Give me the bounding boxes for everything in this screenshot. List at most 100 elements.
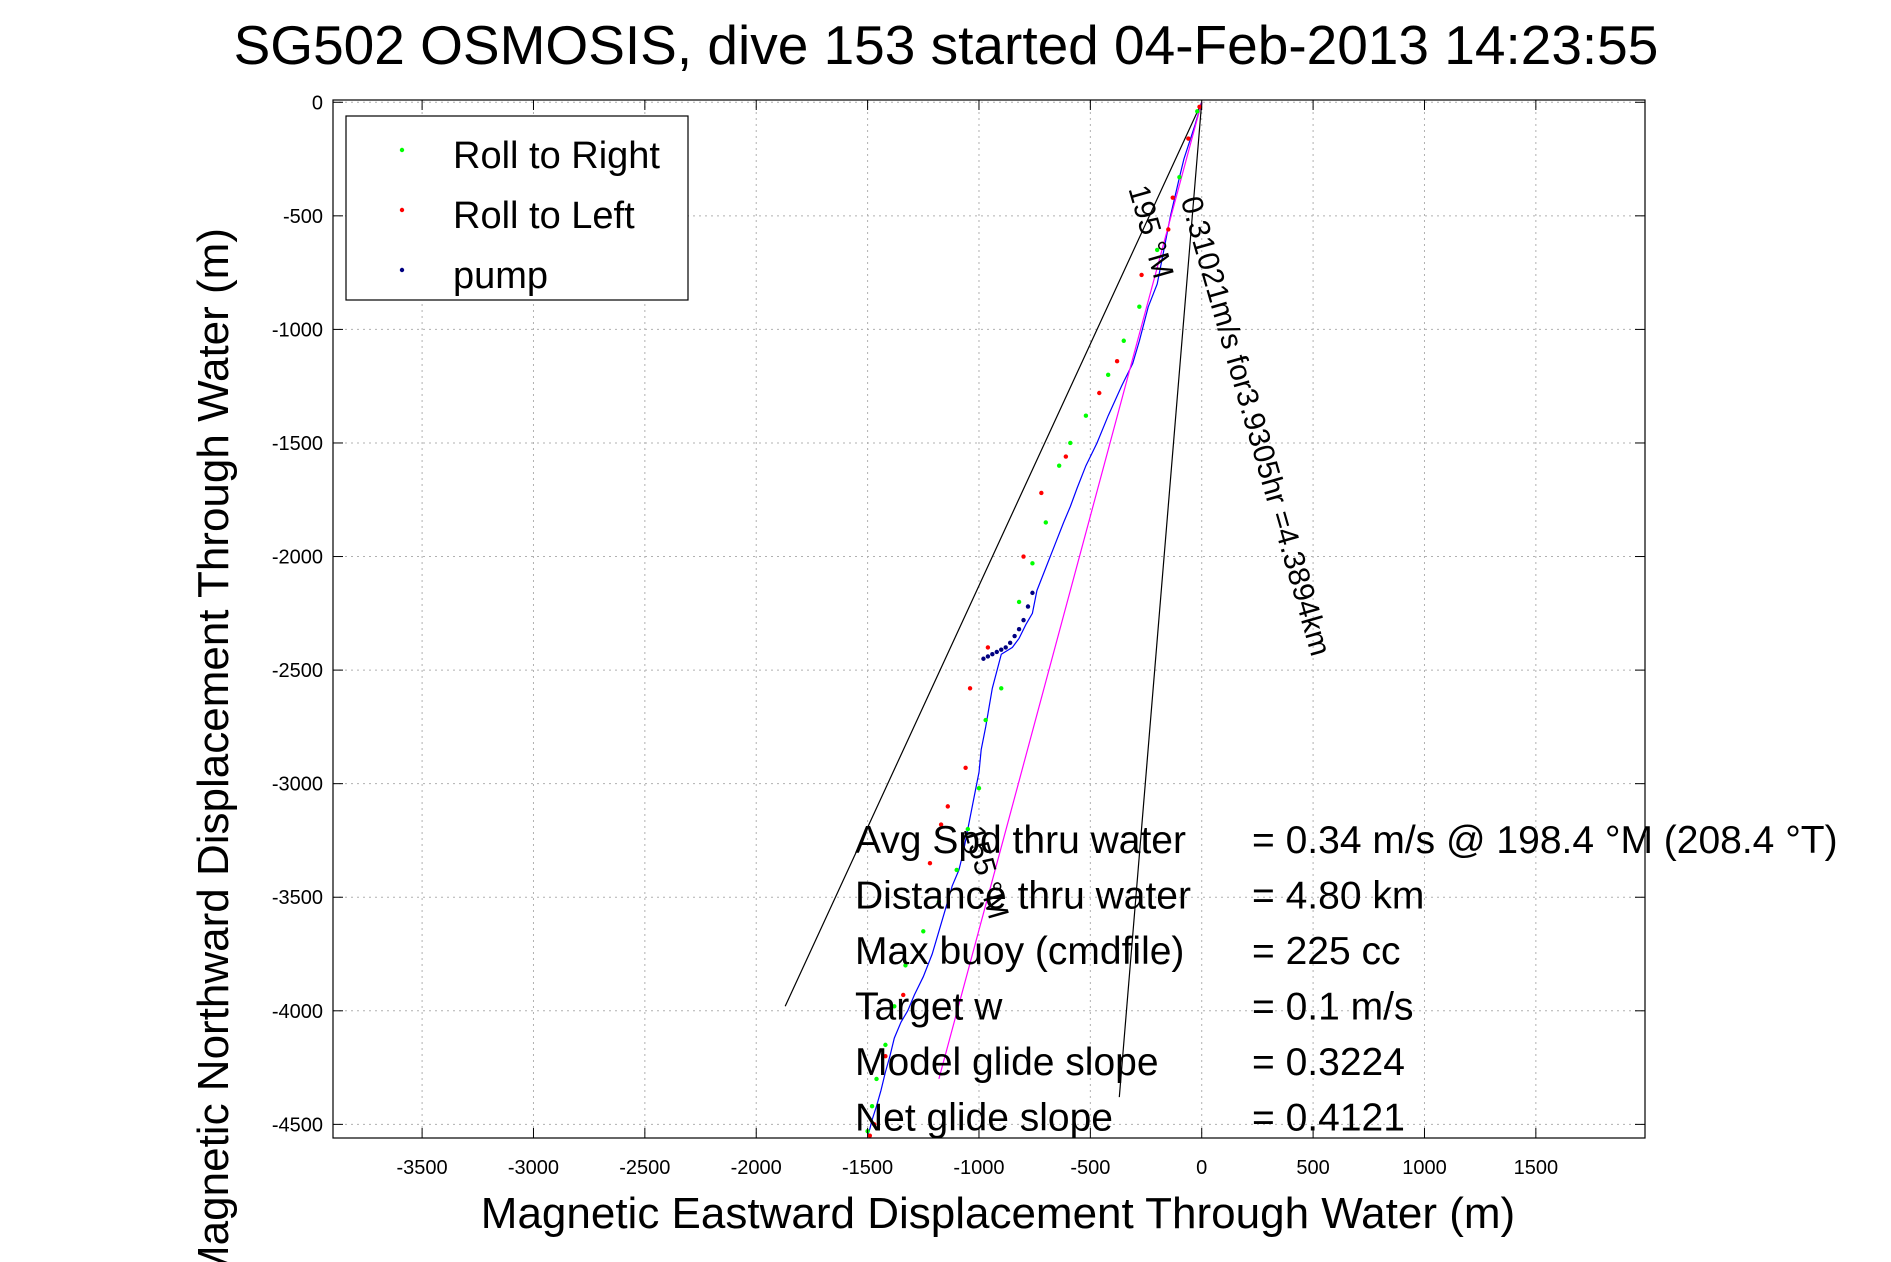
roll-left-point — [1139, 272, 1144, 278]
roll-left-point — [1114, 359, 1120, 364]
stat-label: Model glide slope — [855, 1041, 1159, 1084]
x-tick-label: 0 — [1196, 1157, 1207, 1179]
tick-labels: -3500 -3000 -2500 -2000 -1500 -1000 -500 0 500 10… — [272, 92, 1645, 1179]
roll-right-point — [1068, 440, 1073, 446]
y-tick-label: -2500 — [272, 660, 323, 682]
y-tick-label: -500 — [283, 206, 323, 228]
roll-left-point — [901, 992, 906, 998]
roll-right-point — [921, 929, 926, 934]
roll-right-point — [1121, 338, 1126, 343]
roll-right-point — [1043, 520, 1049, 525]
roll-left-point — [883, 1054, 888, 1059]
pump-point — [1030, 590, 1035, 596]
heading-reference-line — [784, 102, 1203, 1007]
roll-right-point — [883, 1042, 888, 1048]
grid — [333, 100, 1645, 1138]
roll-right-point — [1177, 175, 1182, 180]
roll-left-point — [1021, 554, 1026, 559]
roll-right-point — [936, 899, 942, 904]
legend-marker — [399, 147, 405, 153]
roll-right-point — [983, 717, 988, 723]
roll-right-point — [1083, 413, 1089, 418]
x-tick-label: -500 — [1070, 1157, 1110, 1179]
x-axis-label: Magnetic Eastward Displacement Through W… — [481, 1189, 1515, 1238]
roll-right-point — [954, 867, 959, 873]
roll-left-point — [872, 1122, 877, 1127]
stat-value: = 4.80 km — [1252, 875, 1424, 918]
roll-right-point — [869, 1104, 875, 1109]
roll-left-point — [967, 686, 973, 691]
pump-point — [1007, 640, 1013, 646]
pump-point — [999, 647, 1004, 652]
roll-left-point — [1170, 195, 1175, 200]
legend-label: pump — [453, 255, 548, 297]
stat-value: = 0.3224 — [1252, 1041, 1405, 1084]
roll-left-point — [1097, 390, 1102, 396]
pump-point — [990, 652, 995, 657]
y-tick-label: -4500 — [272, 1114, 323, 1136]
legend-marker — [399, 267, 405, 273]
series-group — [867, 102, 1203, 1136]
x-tick-label: -3500 — [397, 1157, 448, 1179]
roll-right-point — [874, 1076, 879, 1082]
y-tick-label: 0 — [312, 92, 323, 114]
pump-point — [1012, 633, 1017, 639]
roll-left-point — [938, 822, 944, 827]
legend-label: Roll to Right — [453, 135, 660, 177]
pump-point — [994, 649, 999, 655]
plot-frame — [332, 99, 1646, 1139]
y-tick-label: -3000 — [272, 774, 323, 796]
roll-left-point — [1039, 490, 1044, 496]
y-axis-label: Magnetic Northward Displacement Through … — [189, 228, 238, 1262]
mean-heading-line — [938, 102, 1203, 1080]
stat-label: Max buoy (cmdfile) — [855, 930, 1184, 973]
stats-block: Avg Spd thru water = 0.34 m/s @ 198.4 °M … — [855, 819, 1838, 1140]
roll-left-point — [1166, 227, 1171, 232]
roll-right-point — [976, 786, 982, 791]
x-tick-label: 500 — [1296, 1157, 1329, 1179]
roll-right-point — [1016, 599, 1022, 605]
stat-value: = 0.4121 — [1252, 1097, 1405, 1140]
y-tick-label: -1500 — [272, 433, 323, 455]
legend-marker — [399, 207, 405, 213]
y-tick-label: -4000 — [272, 1001, 323, 1023]
pump-point — [1016, 627, 1022, 632]
pump-point — [1025, 604, 1031, 609]
annotation-text: 0.31021m/s for3.9305hr =4.3894km — [1174, 193, 1337, 660]
x-tick-label: 1000 — [1402, 1157, 1447, 1179]
track-line — [867, 102, 1203, 1136]
stat-value: = 0.34 m/s @ 198.4 °M (208.4 °T) — [1252, 819, 1838, 862]
legend: Roll to Right Roll to Left pump — [345, 115, 689, 301]
stat-value: = 0.1 m/s — [1252, 986, 1413, 1029]
x-tick-label: 1500 — [1514, 1157, 1559, 1179]
y-tick-label: -3500 — [272, 887, 323, 909]
marker-group — [865, 104, 1202, 1138]
chart-title: SG502 OSMOSIS, dive 153 started 04-Feb-2… — [234, 14, 1659, 76]
roll-right-point — [1137, 304, 1142, 309]
stat-label: Distance thru water — [855, 875, 1191, 918]
roll-left-point — [927, 860, 933, 866]
stat-value: = 225 cc — [1252, 930, 1401, 973]
reference-lines — [784, 102, 1203, 1098]
x-tick-label: -3000 — [508, 1157, 559, 1179]
roll-right-point — [1195, 109, 1200, 114]
legend-label: Roll to Left — [453, 195, 635, 237]
roll-right-point — [1030, 561, 1035, 566]
pump-point — [981, 656, 986, 661]
roll-right-point — [1105, 372, 1111, 378]
stat-label: Target w — [855, 986, 1003, 1029]
roll-right-point — [1154, 247, 1160, 253]
stat-label: Net glide slope — [855, 1097, 1113, 1140]
stat-label: Avg Spd thru water — [855, 819, 1186, 862]
annotation-text: 195 °M — [1121, 181, 1179, 282]
roll-right-point — [999, 686, 1004, 691]
roll-right-point — [903, 963, 908, 968]
roll-left-point — [1186, 136, 1191, 141]
pump-point — [985, 654, 991, 659]
roll-right-point — [1056, 463, 1062, 468]
roll-right-point — [892, 1004, 897, 1009]
roll-left-point — [945, 804, 950, 809]
roll-left-point — [963, 765, 968, 770]
heading-reference-line — [1118, 102, 1203, 1098]
